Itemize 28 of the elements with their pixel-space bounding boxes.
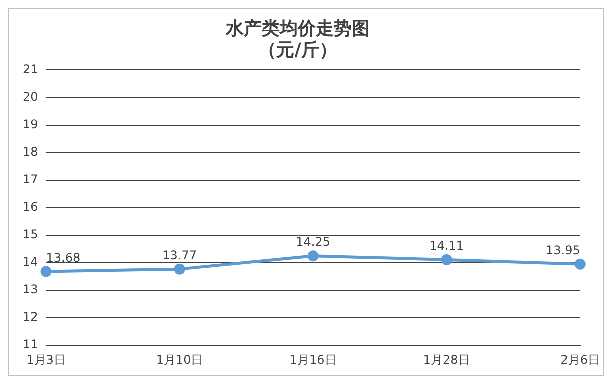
y-tick-label: 20 [22, 90, 38, 104]
data-label: 13.68 [46, 250, 81, 265]
x-tick-label: 1月28日 [423, 352, 470, 367]
y-tick-label: 21 [22, 62, 38, 76]
y-tick-label: 19 [22, 117, 38, 132]
data-label: 14.25 [296, 235, 330, 250]
y-tick-label: 13 [22, 282, 38, 297]
point [174, 264, 186, 275]
point [40, 266, 52, 278]
y-tick-label: 12 [22, 310, 38, 324]
chart-title: 水产类均价走势图 [225, 18, 370, 40]
point [574, 258, 586, 270]
data-label: 13.77 [162, 248, 197, 262]
point [441, 254, 452, 266]
y-tick-label: 11 [22, 338, 38, 352]
y-tick-label: 14 [22, 255, 38, 270]
chart-subtitle: （元/斤） [258, 40, 338, 62]
y-tick-label: 15 [22, 228, 38, 242]
data-label: 13.95 [546, 243, 580, 258]
x-tick-label: 1月16日 [290, 352, 337, 367]
x-tick-label: 2月6日 [560, 352, 600, 367]
x-tick-label: 1月10日 [156, 352, 204, 367]
data-label: 14.11 [430, 239, 464, 254]
x-tick-label: 1月3日 [26, 352, 66, 367]
y-tick-label: 17 [22, 172, 38, 186]
y-tick-label: 18 [22, 144, 38, 159]
y-tick-label: 16 [22, 200, 38, 214]
point [308, 250, 319, 262]
